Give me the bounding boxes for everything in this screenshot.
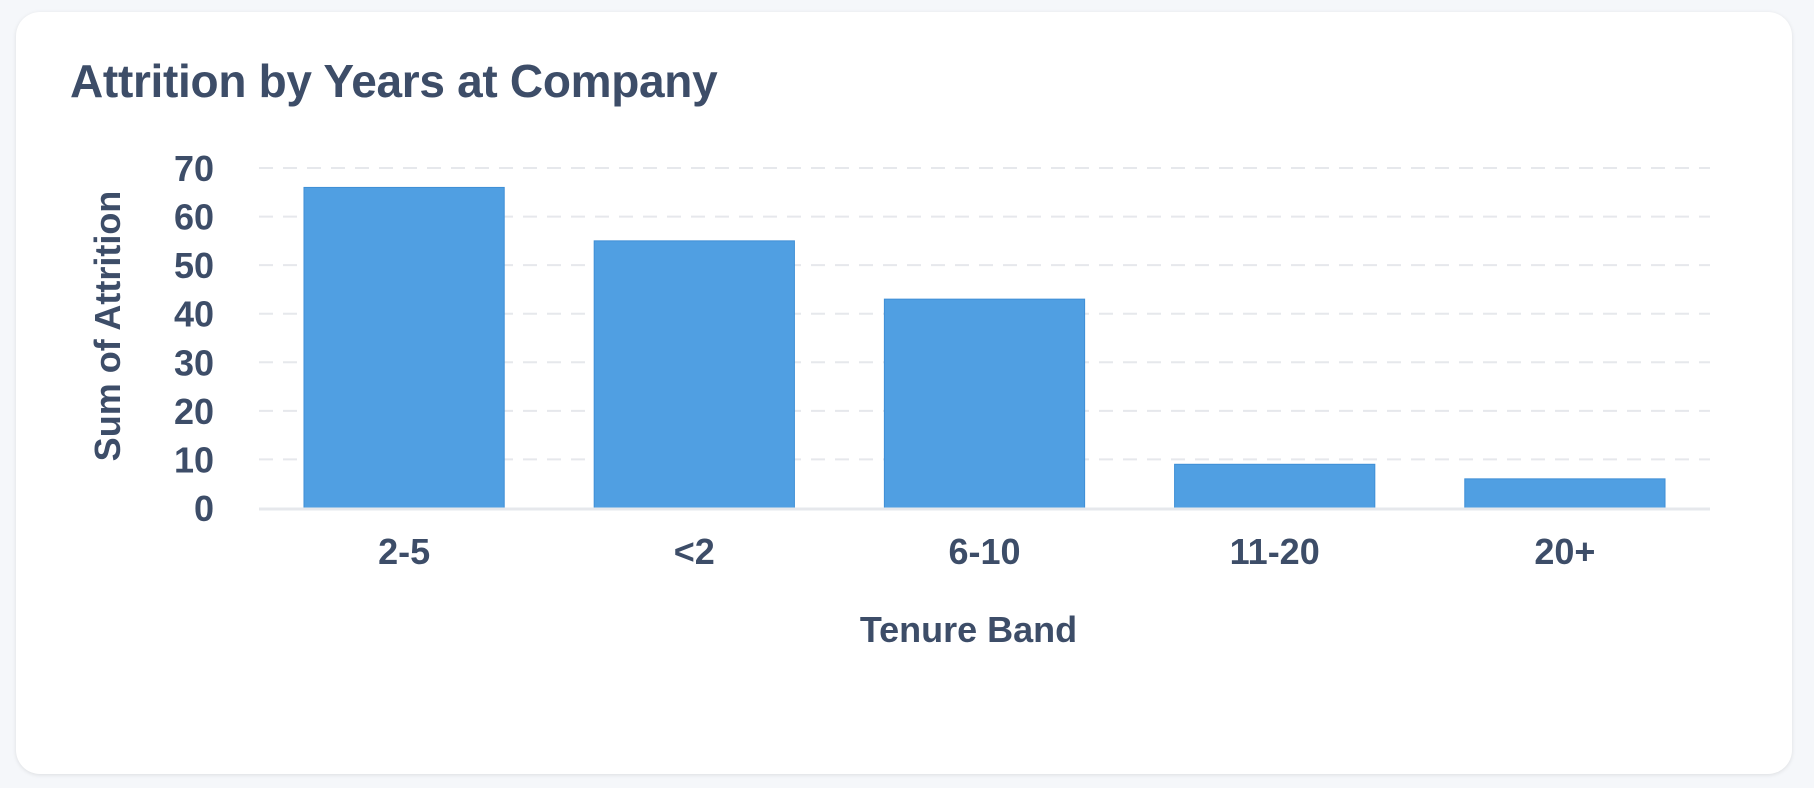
y-tick-label: 40 — [174, 294, 214, 335]
bar-2[interactable] — [593, 240, 795, 509]
x-tick-label: 11-20 — [1230, 531, 1320, 572]
y-axis-title: Sum of Attrition — [87, 191, 128, 462]
x-tick-label: <2 — [674, 531, 715, 572]
y-tick-label: 10 — [174, 439, 214, 480]
bar-20[interactable] — [1464, 478, 1666, 509]
y-tick-label: 30 — [174, 342, 214, 383]
x-tick-label: 6-10 — [948, 531, 1020, 572]
chart-card: Attrition by Years at Company 0 10 20 30 40 5… — [16, 12, 1792, 774]
x-axis-title: Tenure Band — [860, 609, 1077, 650]
axes: 0 10 20 30 40 50 60 70 2-5 <2 6-10 11-20 20+ — [174, 148, 1710, 572]
bar-11-20[interactable] — [1174, 463, 1376, 509]
y-tick-label: 60 — [174, 197, 214, 238]
x-tick-label: 20+ — [1534, 531, 1595, 572]
bar-chart: 0 10 20 30 40 50 60 70 2-5 <2 6-10 11-20 20+ Sum of … — [87, 148, 1710, 650]
y-tick-label: 50 — [174, 245, 214, 286]
bar-6-10[interactable] — [883, 298, 1086, 509]
x-tick-label: 2-5 — [378, 531, 430, 572]
bar-2-5[interactable] — [303, 186, 505, 509]
y-tick-label: 20 — [174, 391, 214, 432]
y-tick-label: 0 — [194, 488, 214, 529]
y-tick-label: 70 — [174, 148, 214, 189]
chart-title: Attrition by Years at Company — [70, 55, 718, 107]
